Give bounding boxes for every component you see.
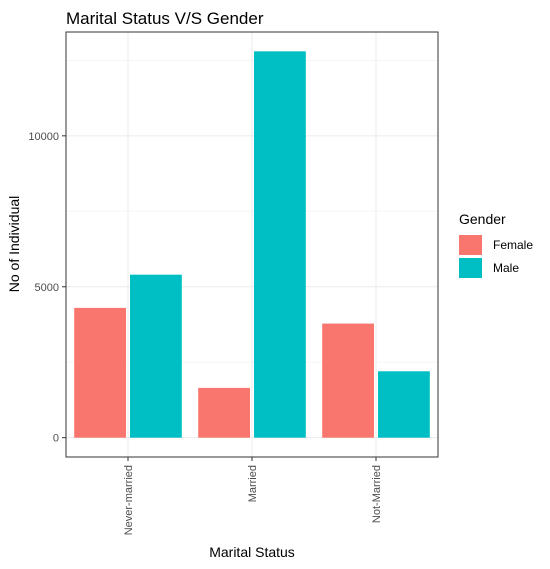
y-axis-title: No of Individual — [6, 196, 22, 293]
y-tick-label: 5000 — [35, 282, 59, 294]
bar-female — [74, 307, 126, 438]
bar-female — [322, 323, 374, 438]
grid — [66, 32, 438, 457]
x-tick-label: Not-Married — [371, 465, 383, 523]
bar-male — [130, 274, 182, 438]
bars — [74, 51, 430, 438]
bar-male — [378, 371, 430, 438]
legend-title: Gender — [459, 211, 506, 227]
y-tick-label: 10000 — [28, 131, 59, 143]
legend-label-female: Female — [493, 238, 533, 252]
y-axis: 0 5000 10000 — [28, 131, 66, 445]
legend: Gender Female Male — [459, 211, 533, 278]
legend-label-male: Male — [493, 261, 519, 275]
legend-key-female — [459, 235, 482, 255]
x-axis-title: Marital Status — [209, 544, 295, 560]
chart-title: Marital Status V/S Gender — [66, 9, 264, 28]
y-tick-label: 0 — [53, 433, 59, 445]
x-axis: Never-married Married Not-Married — [123, 457, 383, 535]
x-tick-label: Married — [247, 465, 259, 502]
bar-male — [254, 51, 306, 438]
legend-key-male — [459, 258, 482, 278]
bar-female — [198, 387, 250, 438]
x-tick-label: Never-married — [123, 465, 135, 535]
